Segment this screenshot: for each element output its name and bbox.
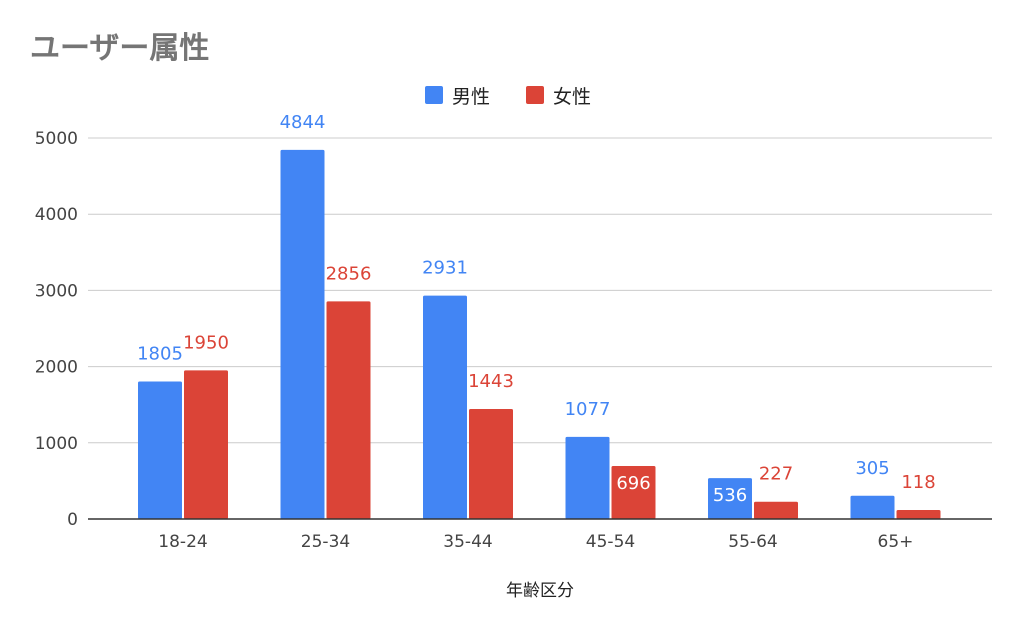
y-axis-ticks: 0 1000 2000 3000 4000 5000	[35, 129, 78, 530]
data-label-male: 2931	[422, 258, 468, 279]
data-label-male: 1805	[137, 343, 183, 364]
bar-male	[850, 495, 895, 519]
legend-swatch-female	[526, 86, 544, 104]
bar-female	[896, 510, 941, 519]
legend-swatch-male	[425, 86, 443, 104]
x-axis-label: 年齢区分	[506, 581, 574, 601]
x-tick-label: 18-24	[158, 532, 207, 552]
data-label-female: 2856	[326, 263, 372, 284]
bar-male	[565, 436, 610, 519]
chart-title: ユーザー属性	[30, 31, 209, 66]
y-tick-label: 2000	[35, 358, 78, 378]
bar-female	[611, 465, 656, 519]
legend-label-male: 男性	[452, 86, 490, 108]
data-label-female: 1950	[183, 332, 229, 353]
bar-male	[708, 478, 752, 519]
bars	[138, 149, 941, 519]
data-label-male: 1077	[565, 399, 611, 420]
y-tick-label: 5000	[35, 129, 78, 149]
y-tick-label: 1000	[35, 434, 78, 454]
data-label-male: 536	[713, 485, 747, 506]
bar-male	[423, 295, 467, 519]
bar-female	[754, 501, 798, 519]
x-tick-label: 55-64	[728, 532, 777, 552]
x-tick-label: 45-54	[586, 532, 635, 552]
bar-female	[326, 301, 371, 519]
data-label-male: 4844	[280, 112, 326, 133]
data-label-female: 696	[616, 473, 650, 494]
y-tick-label: 0	[67, 510, 78, 530]
x-tick-label: 35-44	[443, 532, 492, 552]
legend: 男性 女性	[425, 86, 591, 108]
bar-male	[280, 149, 325, 519]
data-label-female: 118	[901, 472, 935, 493]
y-tick-label: 4000	[35, 205, 78, 225]
x-tick-label: 65+	[878, 532, 914, 552]
gridlines	[88, 137, 992, 444]
bar-female	[469, 409, 513, 519]
legend-label-female: 女性	[553, 86, 591, 108]
bar-male	[138, 381, 182, 519]
data-label-male: 305	[855, 458, 889, 479]
x-axis-ticks: 18-24 25-34 35-44 45-54 55-64 65+	[158, 532, 913, 552]
data-label-female: 227	[759, 464, 793, 485]
y-tick-label: 3000	[35, 281, 78, 301]
data-label-female: 1443	[468, 371, 514, 392]
bar-female	[184, 370, 228, 519]
x-tick-label: 25-34	[301, 532, 350, 552]
